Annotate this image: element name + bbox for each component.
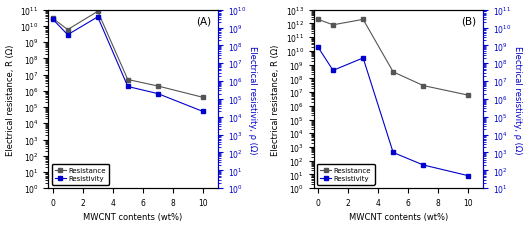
Resistivity [420,164,427,167]
Resistance [200,96,206,99]
X-axis label: MWCNT contents (wt%): MWCNT contents (wt%) [83,212,183,222]
Y-axis label: Electrical resistivity, ρ (Ω): Electrical resistivity, ρ (Ω) [513,45,522,153]
Text: (B): (B) [461,16,476,26]
Legend: Resistance, Resistivity: Resistance, Resistivity [317,164,375,185]
Resistivity [200,111,206,113]
Resistivity [465,175,472,177]
Text: (A): (A) [196,16,211,26]
Resistance [125,79,131,81]
Resistivity [155,93,161,96]
Resistance [420,85,427,88]
Resistivity [64,34,71,37]
Resistance [50,18,56,20]
Legend: Resistance, Resistivity: Resistance, Resistivity [52,164,109,185]
Resistivity [390,151,397,154]
Resistance [315,19,321,22]
Resistance [390,71,397,74]
X-axis label: MWCNT contents (wt%): MWCNT contents (wt%) [349,212,448,222]
Resistivity [315,47,321,49]
Resistance [465,94,472,97]
Resistance [64,29,71,32]
Resistance [155,85,161,88]
Resistance [330,24,336,27]
Line: Resistance: Resistance [50,10,205,100]
Resistance [360,19,366,22]
Resistivity [330,70,336,72]
Resistivity [95,16,101,19]
Y-axis label: Electrical resistivity, ρ (Ω): Electrical resistivity, ρ (Ω) [248,45,257,153]
Resistivity [125,86,131,89]
Y-axis label: Electrical resistance, R (Ω): Electrical resistance, R (Ω) [6,44,15,155]
Line: Resistivity: Resistivity [50,15,205,114]
Line: Resistivity: Resistivity [316,46,470,178]
Line: Resistance: Resistance [316,18,470,98]
Resistance [95,11,101,14]
Resistivity [50,19,56,21]
Y-axis label: Electrical resistance, R (Ω): Electrical resistance, R (Ω) [271,44,280,155]
Resistivity [360,57,366,60]
